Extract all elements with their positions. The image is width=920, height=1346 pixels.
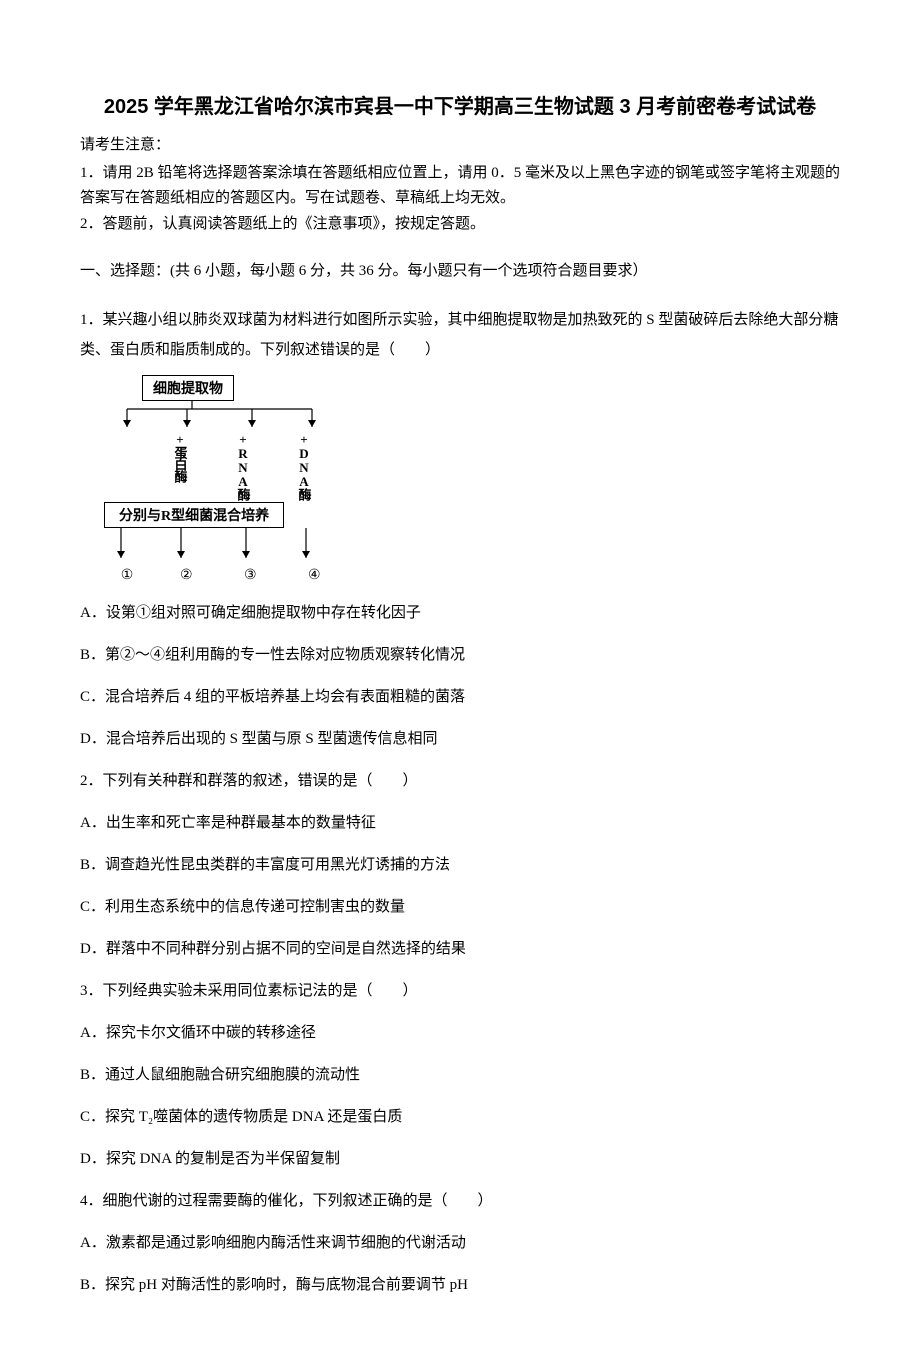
question-2-option-d: D．群落中不同种群分别占据不同的空间是自然选择的结果 bbox=[80, 928, 840, 970]
question-3-option-c: C．探究 T₂噬菌体的遗传物质是 DNA 还是蛋白质 bbox=[80, 1096, 840, 1138]
document-title: 2025 学年黑龙江省哈尔滨市宾县一中下学期高三生物试题 3 月考前密卷考试试卷 bbox=[80, 90, 840, 119]
instruction-line-1: 1．请用 2B 铅笔将选择题答案涂填在答题纸相应位置上，请用 0．5 毫米及以上… bbox=[80, 161, 840, 212]
question-2-option-a: A．出生率和死亡率是种群最基本的数量特征 bbox=[80, 802, 840, 844]
question-3-option-d: D．探究 DNA 的复制是否为半保留复制 bbox=[80, 1138, 840, 1180]
diagram-column-labels: +蛋白酶 +RNA酶 +DNA酶 bbox=[114, 432, 840, 502]
question-2-option-c: C．利用生态系统中的信息传递可控制害虫的数量 bbox=[80, 886, 840, 928]
question-3-option-a: A．探究卡尔文循环中碳的转移途径 bbox=[80, 1012, 840, 1054]
diagram-branch-lines-bottom bbox=[106, 528, 336, 562]
experiment-diagram: 细胞提取物 +蛋白酶 +RNA酶 +DNA酶 分别与R型细菌混合培养 ① ② ③… bbox=[104, 375, 840, 584]
section-header: 一、选择题：(共 6 小题，每小题 6 分，共 36 分。每小题只有一个选项符合… bbox=[80, 259, 840, 285]
diagram-output-4: ④ bbox=[266, 567, 326, 584]
question-3-option-b: B．通过人鼠细胞融合研究细胞膜的流动性 bbox=[80, 1054, 840, 1096]
question-1-stem: 1．某兴趣小组以肺炎双球菌为材料进行如图所示实验，其中细胞提取物是加热致死的 S… bbox=[80, 305, 840, 365]
diagram-output-3: ③ bbox=[202, 567, 266, 584]
instructions-header: 请考生注意： bbox=[80, 133, 840, 159]
question-2-stem: 2．下列有关种群和群落的叙述，错误的是（ ） bbox=[80, 760, 840, 802]
diagram-col-label-4: +DNA酶 bbox=[268, 432, 328, 502]
diagram-mid-box: 分别与R型细菌混合培养 bbox=[104, 502, 284, 528]
question-3-stem: 3．下列经典实验未采用同位素标记法的是（ ） bbox=[80, 970, 840, 1012]
question-4-option-b: B．探究 pH 对酶活性的影响时，酶与底物混合前要调节 pH bbox=[80, 1264, 840, 1306]
question-2-option-b: B．调查趋光性昆虫类群的丰富度可用黑光灯诱捕的方法 bbox=[80, 844, 840, 886]
question-4-stem: 4．细胞代谢的过程需要酶的催化，下列叙述正确的是（ ） bbox=[80, 1180, 840, 1222]
diagram-branch-lines-top bbox=[112, 401, 342, 427]
question-1-option-b: B．第②～④组利用酶的专一性去除对应物质观察转化情况 bbox=[80, 634, 840, 676]
diagram-col-label-1 bbox=[114, 432, 144, 502]
diagram-col-label-3: +RNA酶 bbox=[204, 432, 268, 502]
diagram-output-2: ② bbox=[142, 567, 202, 584]
diagram-output-1: ① bbox=[112, 567, 142, 584]
diagram-col-label-2: +蛋白酶 bbox=[144, 432, 204, 502]
question-4-option-a: A．激素都是通过影响细胞内酶活性来调节细胞的代谢活动 bbox=[80, 1222, 840, 1264]
question-1-option-c: C．混合培养后 4 组的平板培养基上均会有表面粗糙的菌落 bbox=[80, 676, 840, 718]
diagram-top-box: 细胞提取物 bbox=[142, 375, 234, 401]
diagram-outputs: ① ② ③ ④ bbox=[112, 567, 840, 584]
question-1-option-a: A．设第①组对照可确定细胞提取物中存在转化因子 bbox=[80, 592, 840, 634]
question-1-option-d: D．混合培养后出现的 S 型菌与原 S 型菌遗传信息相同 bbox=[80, 718, 840, 760]
instruction-line-2: 2．答题前，认真阅读答题纸上的《注意事项》，按规定答题。 bbox=[80, 212, 840, 238]
